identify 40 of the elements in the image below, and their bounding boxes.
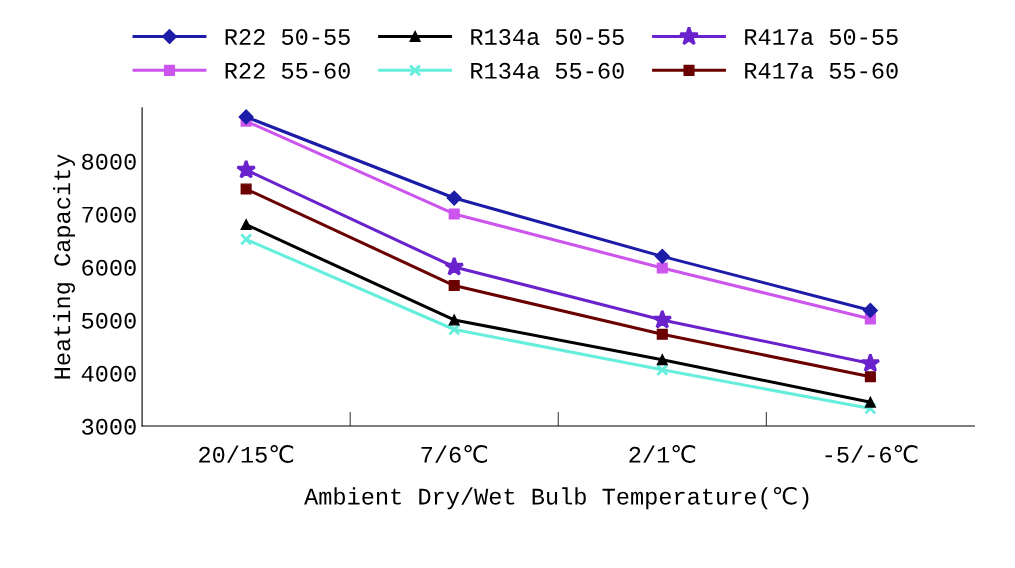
point [864,402,877,415]
point [656,363,669,377]
y-tick-label: 4000 [81,365,136,382]
y-tick-label: 7000 [82,206,136,223]
point [240,183,252,195]
y-tick-label: 3000 [82,418,136,435]
legend-label: R134a 55-60 [471,62,624,79]
point [236,159,257,179]
x-tick-label: 2/1℃ [629,445,696,463]
y-tick-label: 5000 [82,312,136,329]
point [448,279,460,292]
x-axis-title: Ambient Dry/Wet Bulb Temperature(℃) [304,486,809,510]
point [864,396,876,408]
legend-label: R417a 50-55 [745,28,898,46]
point [240,218,252,231]
point [238,109,254,125]
point [654,248,670,264]
y-tick-label: 6000 [82,259,136,276]
point [446,190,462,206]
x-tick-label: 20/15℃ [199,445,294,463]
point [862,302,878,319]
point [444,256,465,276]
legend-label: R134a 50-55 [471,28,624,46]
x-tick-label: 7/6℃ [421,445,488,463]
x-tick-label: -5/-6℃ [825,445,918,463]
legend-label: R22 55-60 [225,62,350,79]
point [656,262,668,274]
legend-label: R417a 55-60 [745,62,898,79]
point [656,328,668,340]
point [656,354,668,366]
point [447,323,461,336]
point [860,353,881,373]
point [864,371,876,383]
point [448,208,460,220]
y-tick-label: 8000 [82,153,136,170]
y-axis-title: Heating Capacity [52,154,75,379]
point [239,233,253,246]
legend-label: R22 50-55 [225,28,350,46]
point [652,309,673,329]
point [448,314,460,326]
